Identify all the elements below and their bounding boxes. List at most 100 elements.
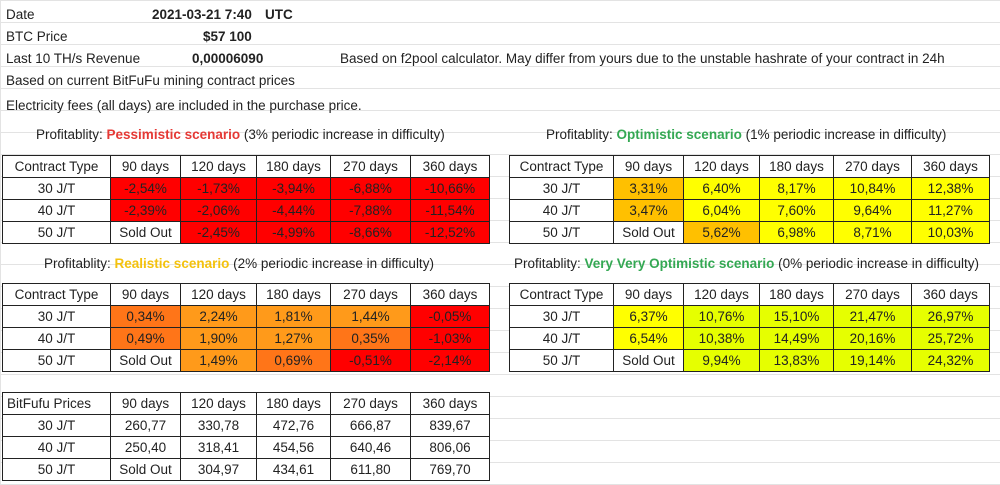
title-prefix: Profitablity: <box>36 127 107 142</box>
electricity-note-row: Electricity fees (all days) are included… <box>0 95 1000 117</box>
contract-note: Based on current BitFuFu mining contract… <box>6 73 295 88</box>
profit-cell: 10,84% <box>833 177 912 200</box>
profit-cell: 11,27% <box>911 199 990 222</box>
profit-cell: -3,94% <box>256 177 331 200</box>
contract-note-row: Based on current BitFuFu mining contract… <box>0 70 1000 92</box>
bitfufu-prices-table: BitFufu Prices 90 days 120 days 180 days 270… <box>2 392 490 481</box>
revenue-row: Last 10 TH/s Revenue 0,00006090 Based on… <box>0 48 1000 70</box>
title-suffix: (0% periodic increase in difficulty) <box>774 256 979 271</box>
table-row: 50 J/T Sold Out 1,49% 0,69% -0,51% -2,14% <box>2 349 490 372</box>
column-header: 360 days <box>410 283 490 306</box>
table-row: 40 J/T 6,54% 10,38% 14,49% 20,16% 25,72% <box>509 327 990 350</box>
btc-row: BTC Price $57 100 <box>0 26 1000 48</box>
column-header: 120 days <box>180 283 257 306</box>
profit-cell: -11,54% <box>410 199 490 222</box>
profit-cell: Sold Out <box>110 221 181 244</box>
scenario-name: Very Very Optimistic scenario <box>584 256 775 271</box>
profit-cell: 0,34% <box>110 305 181 328</box>
profit-cell: -2,06% <box>180 199 257 222</box>
profit-cell: 6,54% <box>613 327 684 350</box>
optimistic-table: Contract Type 90 days 120 days 180 days 270 … <box>509 155 990 244</box>
profit-cell: 3,47% <box>613 199 684 222</box>
very-optimistic-title: Profitablity: Very Very Optimistic scena… <box>514 253 979 275</box>
profit-cell: 10,03% <box>911 221 990 244</box>
price-cell: 260,77 <box>110 414 181 437</box>
profit-cell: -1,73% <box>180 177 257 200</box>
row-label: 50 J/T <box>509 349 614 372</box>
column-header: Contract Type <box>509 283 614 306</box>
profit-cell: 5,62% <box>683 221 760 244</box>
header-row: Contract Type 90 days 120 days 180 days 270 … <box>509 155 990 178</box>
table-row: 50 J/T Sold Out -2,45% -4,99% -8,66% -12,52% <box>2 221 490 244</box>
table-row: 30 J/T 3,31% 6,40% 8,17% 10,84% 12,38% <box>509 177 990 200</box>
column-header: Contract Type <box>2 283 111 306</box>
row-label: 50 J/T <box>2 458 111 481</box>
column-header: BitFufu Prices <box>2 392 111 415</box>
price-cell: 318,41 <box>180 436 257 459</box>
row-label: 40 J/T <box>509 327 614 350</box>
profit-cell: -2,54% <box>110 177 181 200</box>
profit-cell: -0,51% <box>330 349 411 372</box>
title-suffix: (3% periodic increase in difficulty) <box>240 127 445 142</box>
revenue-label: Last 10 TH/s Revenue <box>6 51 141 66</box>
scenario-name: Pessimistic scenario <box>106 127 241 142</box>
column-header: 120 days <box>683 155 760 178</box>
profit-cell: -12,52% <box>410 221 490 244</box>
price-cell: 611,80 <box>330 458 411 481</box>
row-label: 40 J/T <box>2 327 111 350</box>
profit-cell: Sold Out <box>613 349 684 372</box>
date-value: 2021-03-21 7:40 <box>152 7 252 22</box>
optimistic-title: Profitablity: Optimistic scenario (1% pe… <box>546 124 946 146</box>
price-cell: 640,46 <box>330 436 411 459</box>
date-timezone: UTC <box>265 7 293 22</box>
header-row: BitFufu Prices 90 days 120 days 180 days 270… <box>2 392 490 415</box>
table-row: 30 J/T 6,37% 10,76% 15,10% 21,47% 26,97% <box>509 305 990 328</box>
price-cell: 304,97 <box>180 458 257 481</box>
table-row: 30 J/T 260,77 330,78 472,76 666,87 839,67 <box>2 414 490 437</box>
row-label: 30 J/T <box>2 177 111 200</box>
price-cell: 250,40 <box>110 436 181 459</box>
profit-cell: 14,49% <box>759 327 834 350</box>
profit-cell: 1,90% <box>180 327 257 350</box>
column-header: 270 days <box>330 392 411 415</box>
table-row: 40 J/T 0,49% 1,90% 1,27% 0,35% -1,03% <box>2 327 490 350</box>
column-header: 180 days <box>759 155 834 178</box>
profit-cell: -8,66% <box>330 221 411 244</box>
row-label: 30 J/T <box>509 177 614 200</box>
column-header: 270 days <box>833 155 912 178</box>
profit-cell: -10,66% <box>410 177 490 200</box>
header-row: Contract Type 90 days 120 days 180 days 270 … <box>2 283 490 306</box>
profit-cell: 1,49% <box>180 349 257 372</box>
row-label: 40 J/T <box>2 199 111 222</box>
price-cell: 839,67 <box>410 414 490 437</box>
table-row: 30 J/T -2,54% -1,73% -3,94% -6,88% -10,66% <box>2 177 490 200</box>
table-row: 40 J/T 250,40 318,41 454,56 640,46 806,06 <box>2 436 490 459</box>
pessimistic-table: Contract Type 90 days 120 days 180 days 270 … <box>2 155 490 244</box>
revenue-note: Based on f2pool calculator. May differ f… <box>340 51 945 66</box>
column-header: 90 days <box>110 283 181 306</box>
profit-cell: 25,72% <box>911 327 990 350</box>
profit-cell: 12,38% <box>911 177 990 200</box>
profit-cell: -1,03% <box>410 327 490 350</box>
title-prefix: Profitablity: <box>546 127 617 142</box>
column-header: 90 days <box>613 155 684 178</box>
profit-cell: Sold Out <box>613 221 684 244</box>
title-suffix: (1% periodic increase in difficulty) <box>741 127 947 142</box>
revenue-value: 0,00006090 <box>192 51 264 66</box>
table-row: 30 J/T 0,34% 2,24% 1,81% 1,44% -0,05% <box>2 305 490 328</box>
pessimistic-title: Profitablity: Pessimistic scenario (3% p… <box>36 124 445 146</box>
scenario-name: Realistic scenario <box>114 256 230 271</box>
profit-cell: 1,27% <box>256 327 331 350</box>
column-header: 360 days <box>410 155 490 178</box>
price-cell: 806,06 <box>410 436 490 459</box>
profit-cell: 21,47% <box>833 305 912 328</box>
column-header: 90 days <box>110 392 181 415</box>
table-row: 50 J/T Sold Out 5,62% 6,98% 8,71% 10,03% <box>509 221 990 244</box>
profit-cell: 8,71% <box>833 221 912 244</box>
title-prefix: Profitablity: <box>514 256 585 271</box>
column-header: 360 days <box>911 155 990 178</box>
header-row: Contract Type 90 days 120 days 180 days 270 … <box>509 283 990 306</box>
row-label: 40 J/T <box>509 199 614 222</box>
table-row: 40 J/T 3,47% 6,04% 7,60% 9,64% 11,27% <box>509 199 990 222</box>
profit-cell: 10,76% <box>683 305 760 328</box>
